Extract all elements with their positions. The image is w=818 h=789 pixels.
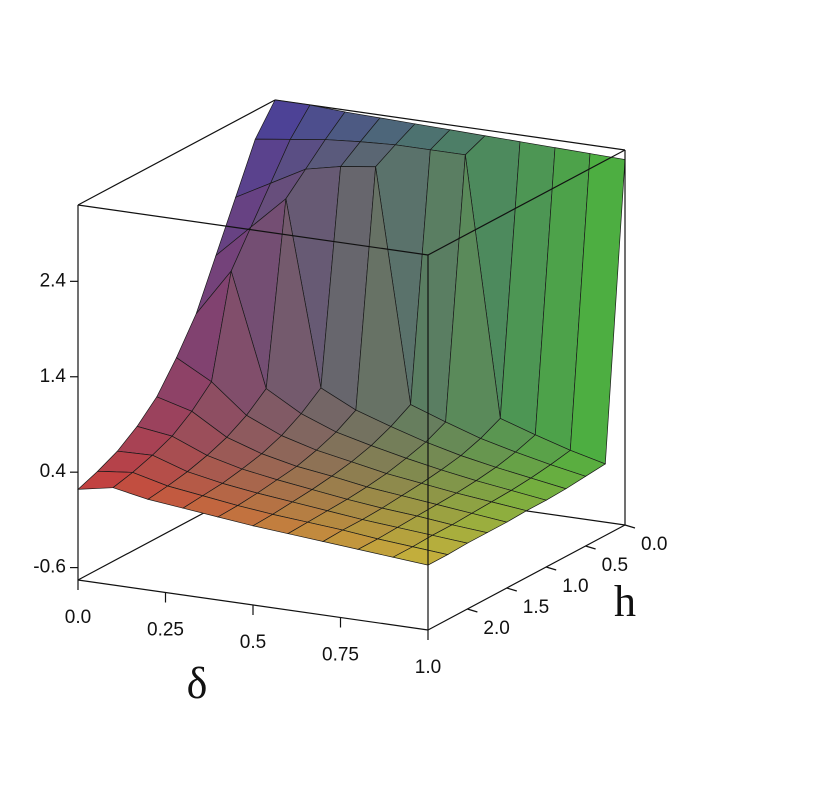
x-tick-label: 1.0: [415, 657, 441, 678]
y-axis-title: h: [614, 577, 636, 626]
x-axis-title: δ: [187, 659, 208, 708]
z-tick-label: 0.4: [40, 461, 67, 482]
z-tick-label: 1.4: [40, 366, 67, 387]
x-tick-label: 0.5: [240, 632, 266, 653]
z-tick-label: -0.6: [33, 557, 66, 578]
y-tick: [624, 524, 636, 529]
y-tick: [585, 545, 596, 550]
z-tick-label: 2.4: [40, 270, 67, 291]
y-tick-label: 2.0: [483, 618, 509, 639]
y-tick-label: 1.5: [523, 597, 549, 618]
y-tick-label: 1.0: [562, 576, 588, 597]
box-edge: [427, 524, 626, 631]
box-edge: [77, 204, 429, 256]
y-tick: [546, 566, 557, 571]
box-edge: [274, 99, 626, 151]
x-tick-label: 0.25: [147, 620, 184, 641]
y-tick: [506, 587, 517, 592]
y-tick-label: 0.0: [641, 534, 667, 555]
box-edge: [77, 99, 276, 206]
y-tick-label: 0.5: [602, 555, 628, 576]
x-tick-label: 0.75: [322, 645, 359, 666]
x-tick-label: 0.0: [65, 607, 91, 628]
y-tick: [467, 608, 478, 613]
box-edge: [427, 149, 626, 256]
